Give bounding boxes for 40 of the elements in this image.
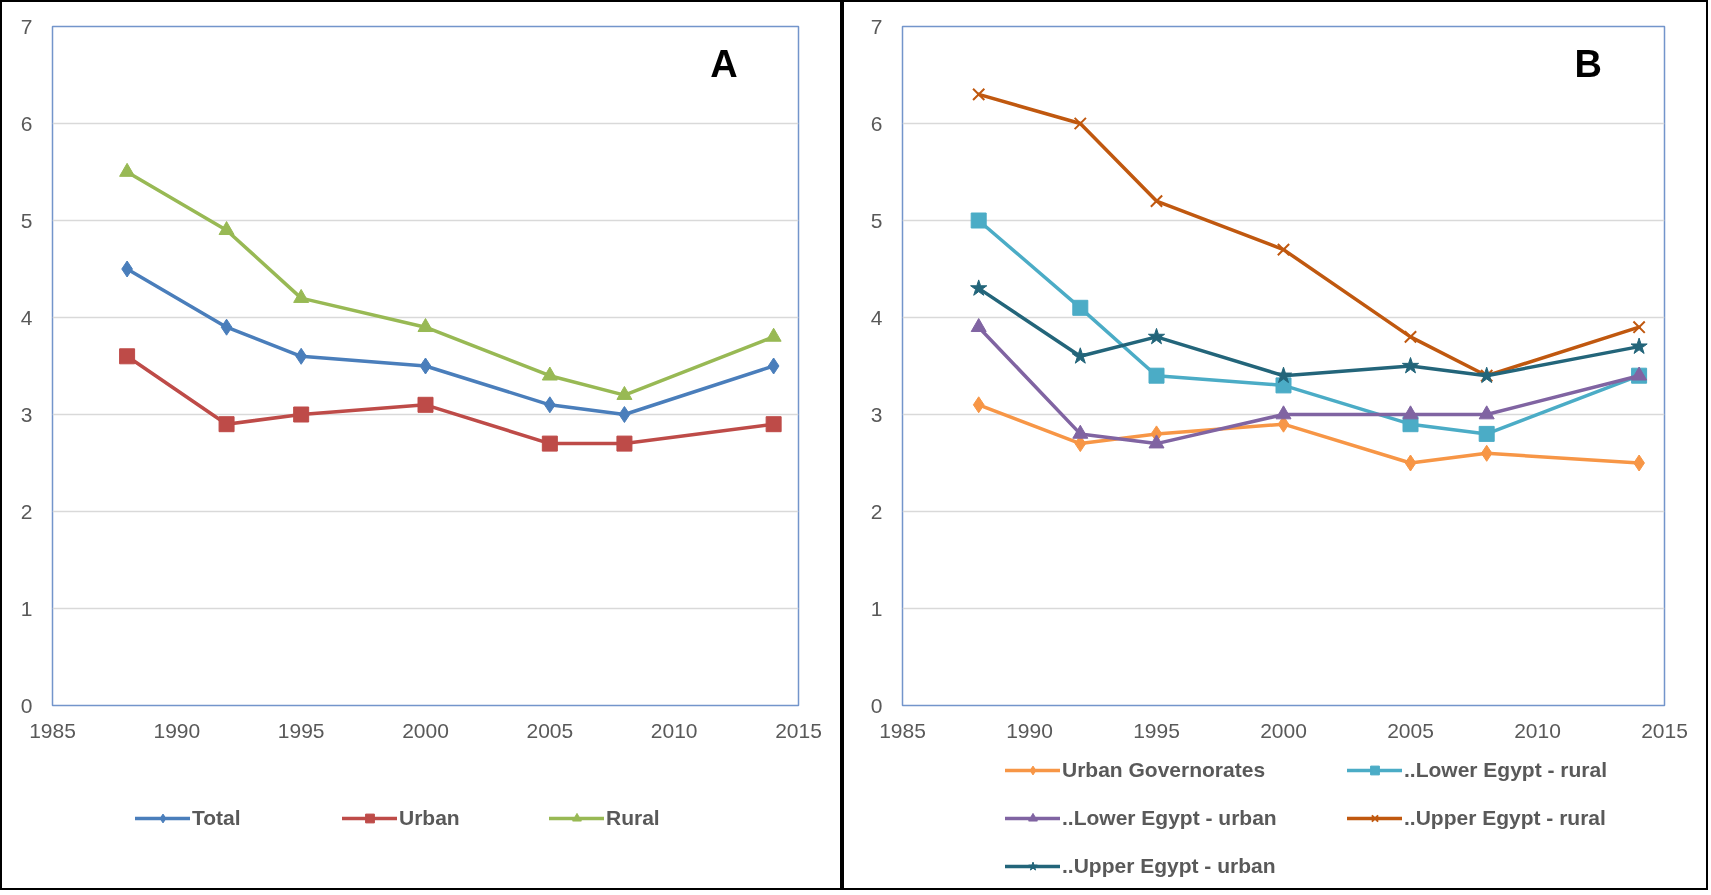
y-tick-label: 3	[20, 402, 33, 426]
x-tick-label: 2010	[650, 718, 698, 742]
legend-label: ..Lower Egypt - rural	[1404, 758, 1609, 782]
x-tick-label: 1995	[1133, 718, 1180, 742]
y-tick-label: 4	[20, 305, 33, 329]
legend-label: ..Lower Egypt - urban	[1062, 806, 1278, 830]
x-tick-label: 2010	[1514, 718, 1561, 742]
x-tick-label: 2015	[1641, 718, 1688, 742]
y-tick-label: 5	[870, 208, 883, 232]
legend-label: Urban Governorates	[1062, 758, 1267, 782]
legend-label: Urban	[399, 806, 461, 830]
y-tick-label: 3	[870, 402, 883, 426]
x-tick-label: 2000	[1260, 718, 1307, 742]
x-tick-label: 1985	[29, 718, 76, 742]
y-tick-label: 0	[870, 693, 883, 717]
x-tick-label: 2000	[402, 718, 449, 742]
y-tick-label: 7	[20, 14, 33, 38]
legend-label: Rural	[606, 806, 661, 830]
chart-title: A	[710, 42, 738, 85]
x-tick-label: 1990	[153, 718, 201, 742]
y-tick-label: 7	[870, 14, 883, 38]
x-tick-label: 1985	[879, 718, 926, 742]
x-tick-label: 2005	[526, 718, 574, 742]
x-tick-label: 1990	[1006, 718, 1053, 742]
legend-label: ..Upper Egypt - urban	[1062, 854, 1277, 878]
y-tick-label: 6	[870, 111, 883, 135]
y-tick-label: 2	[870, 499, 883, 523]
y-tick-label: 4	[870, 305, 883, 329]
chart-title: B	[1574, 42, 1603, 85]
x-tick-label: 1995	[277, 718, 325, 742]
y-tick-label: 0	[20, 693, 33, 717]
y-tick-label: 1	[20, 596, 33, 620]
y-tick-label: 2	[20, 499, 33, 523]
y-tick-label: 6	[20, 111, 33, 135]
y-tick-label: 1	[870, 596, 883, 620]
legend-label: Total	[192, 806, 242, 830]
x-tick-label: 2015	[775, 718, 822, 742]
y-tick-label: 5	[20, 208, 33, 232]
x-tick-label: 2005	[1387, 718, 1434, 742]
legend-label: ..Upper Egypt - rural	[1404, 806, 1607, 830]
